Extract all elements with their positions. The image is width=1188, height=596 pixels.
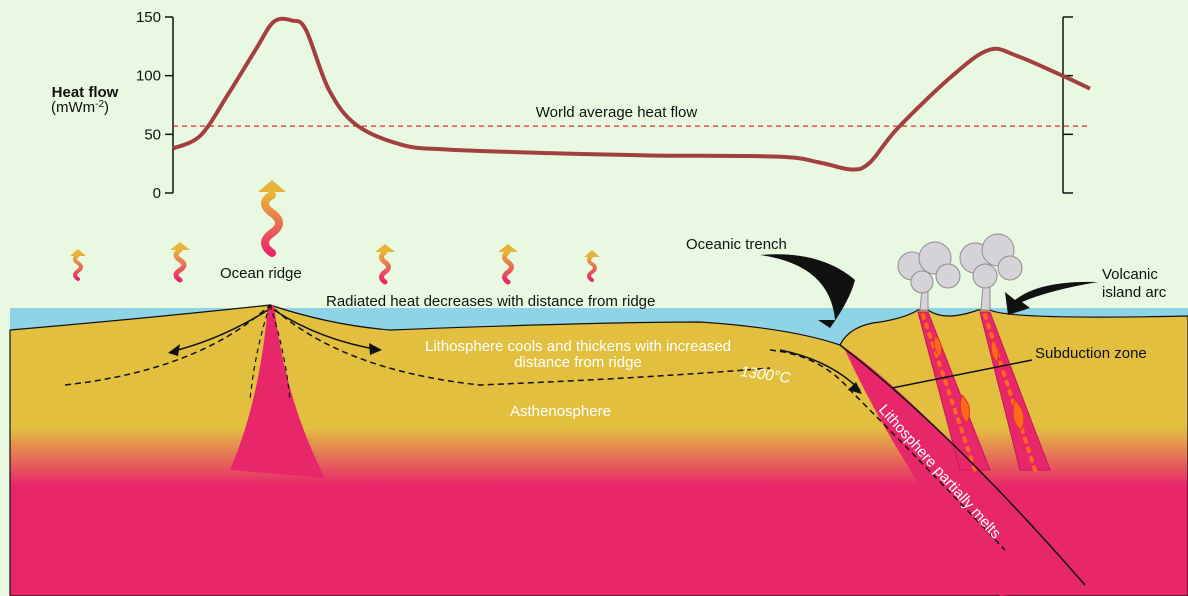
unit: (mWm	[51, 99, 95, 116]
spreading-arrows	[169, 309, 381, 353]
y-tick-label: 150	[136, 9, 161, 26]
label: island arc	[1102, 284, 1167, 301]
magma	[933, 333, 1025, 431]
arc-arrow	[1005, 281, 1098, 315]
label: Volcanic	[1102, 266, 1158, 283]
label: distance from ridge	[514, 354, 642, 371]
melt-dots	[921, 313, 1037, 472]
label: Radiated heat decreases with distance fr…	[326, 293, 655, 310]
isotherm	[64, 303, 771, 386]
slab-line	[839, 344, 1086, 586]
ridge-lines	[249, 304, 291, 401]
y-axis-label: Heat flow	[52, 84, 119, 101]
label: Subduction zone	[1035, 345, 1147, 362]
isotherm	[769, 349, 1006, 551]
heat-flow-line	[172, 16, 1091, 172]
label: 1300°C	[739, 363, 791, 387]
heat-arrow-heads	[70, 180, 600, 257]
y-tick-label: 0	[153, 185, 161, 202]
heat-arrows	[73, 191, 597, 285]
mantle-plume	[230, 305, 325, 478]
y-tick-label: 100	[136, 68, 161, 85]
label: Asthenosphere	[510, 403, 611, 420]
ash-clouds	[897, 233, 1023, 311]
unit-exponent: -2	[95, 99, 104, 110]
trench-arrow	[760, 254, 855, 328]
arrowhead	[848, 382, 862, 394]
label: Lithosphere cools and thickens with incr…	[425, 338, 731, 355]
y-axis-unit: (mWm-2)	[51, 99, 109, 116]
label: Ocean ridge	[220, 265, 302, 282]
reference-label: World average heat flow	[536, 104, 698, 121]
unit: )	[104, 99, 109, 116]
label: Oceanic trench	[686, 236, 787, 253]
y-tick-label: 50	[144, 126, 161, 143]
melt	[917, 311, 1051, 471]
